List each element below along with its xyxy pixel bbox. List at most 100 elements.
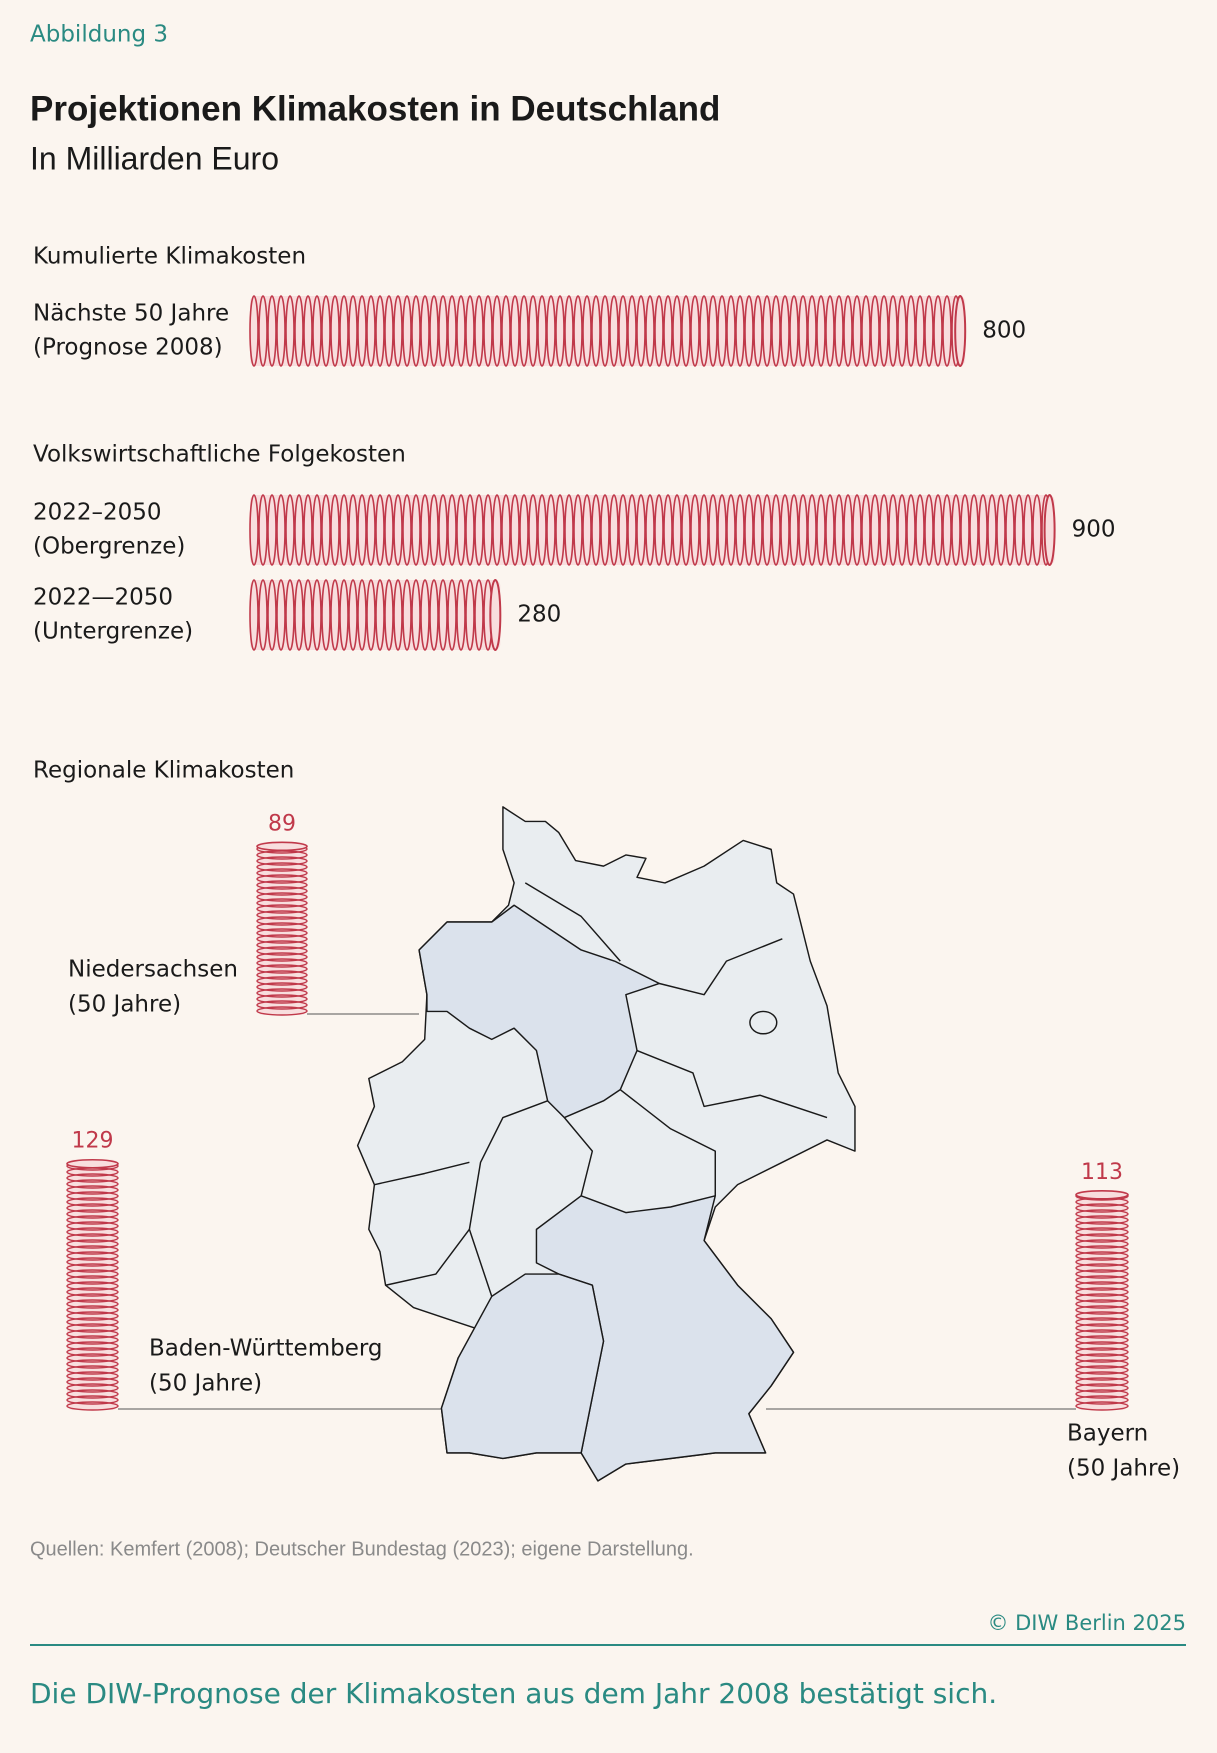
value-label: 280 <box>517 602 561 628</box>
coin <box>942 494 952 566</box>
coin <box>753 494 763 566</box>
coin <box>66 1263 119 1273</box>
coin <box>384 579 394 651</box>
coin <box>789 494 799 566</box>
coin <box>672 494 682 566</box>
coin <box>798 494 808 566</box>
coin <box>456 494 466 566</box>
coin <box>276 295 286 367</box>
coin <box>1075 1377 1129 1387</box>
coin <box>66 1221 119 1231</box>
state-border <box>385 1228 470 1286</box>
coin <box>591 494 601 566</box>
coin <box>528 295 538 367</box>
coin <box>1075 1227 1129 1237</box>
coin <box>744 295 754 367</box>
coin <box>816 295 826 367</box>
coin <box>771 494 781 566</box>
coin <box>393 494 403 566</box>
coin <box>771 295 781 367</box>
coin <box>339 579 349 651</box>
coin <box>1075 1353 1129 1363</box>
value-label: 129 <box>72 1129 114 1154</box>
coin <box>735 494 745 566</box>
coin <box>66 1293 119 1303</box>
caption: Die DIW-Prognose der Klimakosten aus dem… <box>30 1677 997 1710</box>
coin <box>375 579 385 651</box>
coin <box>256 1000 308 1010</box>
coin <box>357 579 367 651</box>
coin <box>420 494 430 566</box>
coin <box>66 1185 119 1195</box>
chart-title: Projektionen Klimakosten in Deutschland <box>30 89 720 128</box>
coin <box>996 494 1006 566</box>
coin <box>591 295 601 367</box>
chart-subtitle: In Milliarden Euro <box>30 140 279 176</box>
section-title: Regionale Klimakosten <box>33 758 294 784</box>
region-label: Baden-Württemberg <box>149 1336 383 1362</box>
coin <box>690 494 700 566</box>
coin <box>870 494 880 566</box>
coin <box>879 494 889 566</box>
coin <box>492 295 502 367</box>
coin <box>1075 1329 1129 1339</box>
coin <box>366 579 376 651</box>
coin <box>384 494 394 566</box>
coin <box>888 494 898 566</box>
coin <box>915 295 925 367</box>
coin <box>321 579 331 651</box>
coin <box>285 295 295 367</box>
coin <box>555 295 565 367</box>
coin <box>438 579 448 651</box>
state-border <box>659 938 783 996</box>
coin <box>267 579 277 651</box>
coin <box>256 928 308 938</box>
coin <box>1075 1383 1129 1393</box>
coin <box>402 295 412 367</box>
coin <box>708 295 718 367</box>
niedersachsen <box>418 904 661 1119</box>
coin-face <box>1043 494 1056 566</box>
coin <box>411 295 421 367</box>
coin <box>66 1281 119 1291</box>
coin-bar <box>249 295 967 367</box>
region-label: (50 Jahre) <box>68 992 181 1018</box>
coin <box>66 1335 119 1345</box>
coin <box>888 295 898 367</box>
state-border <box>468 1100 548 1297</box>
coin-face <box>954 295 967 367</box>
coin <box>1075 1395 1129 1405</box>
coin <box>312 579 322 651</box>
coin <box>258 494 268 566</box>
coin <box>429 295 439 367</box>
coin <box>294 295 304 367</box>
coin <box>357 295 367 367</box>
coin <box>627 494 637 566</box>
coin <box>256 904 308 914</box>
coin <box>1075 1245 1129 1255</box>
coin <box>303 579 313 651</box>
coin <box>906 295 916 367</box>
coin <box>1075 1365 1129 1375</box>
coin <box>66 1215 119 1225</box>
coin <box>663 295 673 367</box>
value-label: 89 <box>268 811 296 836</box>
coin <box>474 295 484 367</box>
coin <box>429 579 439 651</box>
coin <box>303 295 313 367</box>
coin <box>256 874 308 884</box>
coin <box>393 295 403 367</box>
coin <box>546 494 556 566</box>
coin <box>256 856 308 866</box>
coin <box>582 295 592 367</box>
coin <box>330 494 340 566</box>
coin <box>717 295 727 367</box>
coin <box>1075 1215 1129 1225</box>
value-label: 800 <box>982 318 1026 344</box>
coin <box>285 494 295 566</box>
coin <box>402 494 412 566</box>
coin <box>348 295 358 367</box>
copyright: © DIW Berlin 2025 <box>987 1611 1186 1635</box>
coin <box>66 1269 119 1279</box>
coin <box>780 295 790 367</box>
